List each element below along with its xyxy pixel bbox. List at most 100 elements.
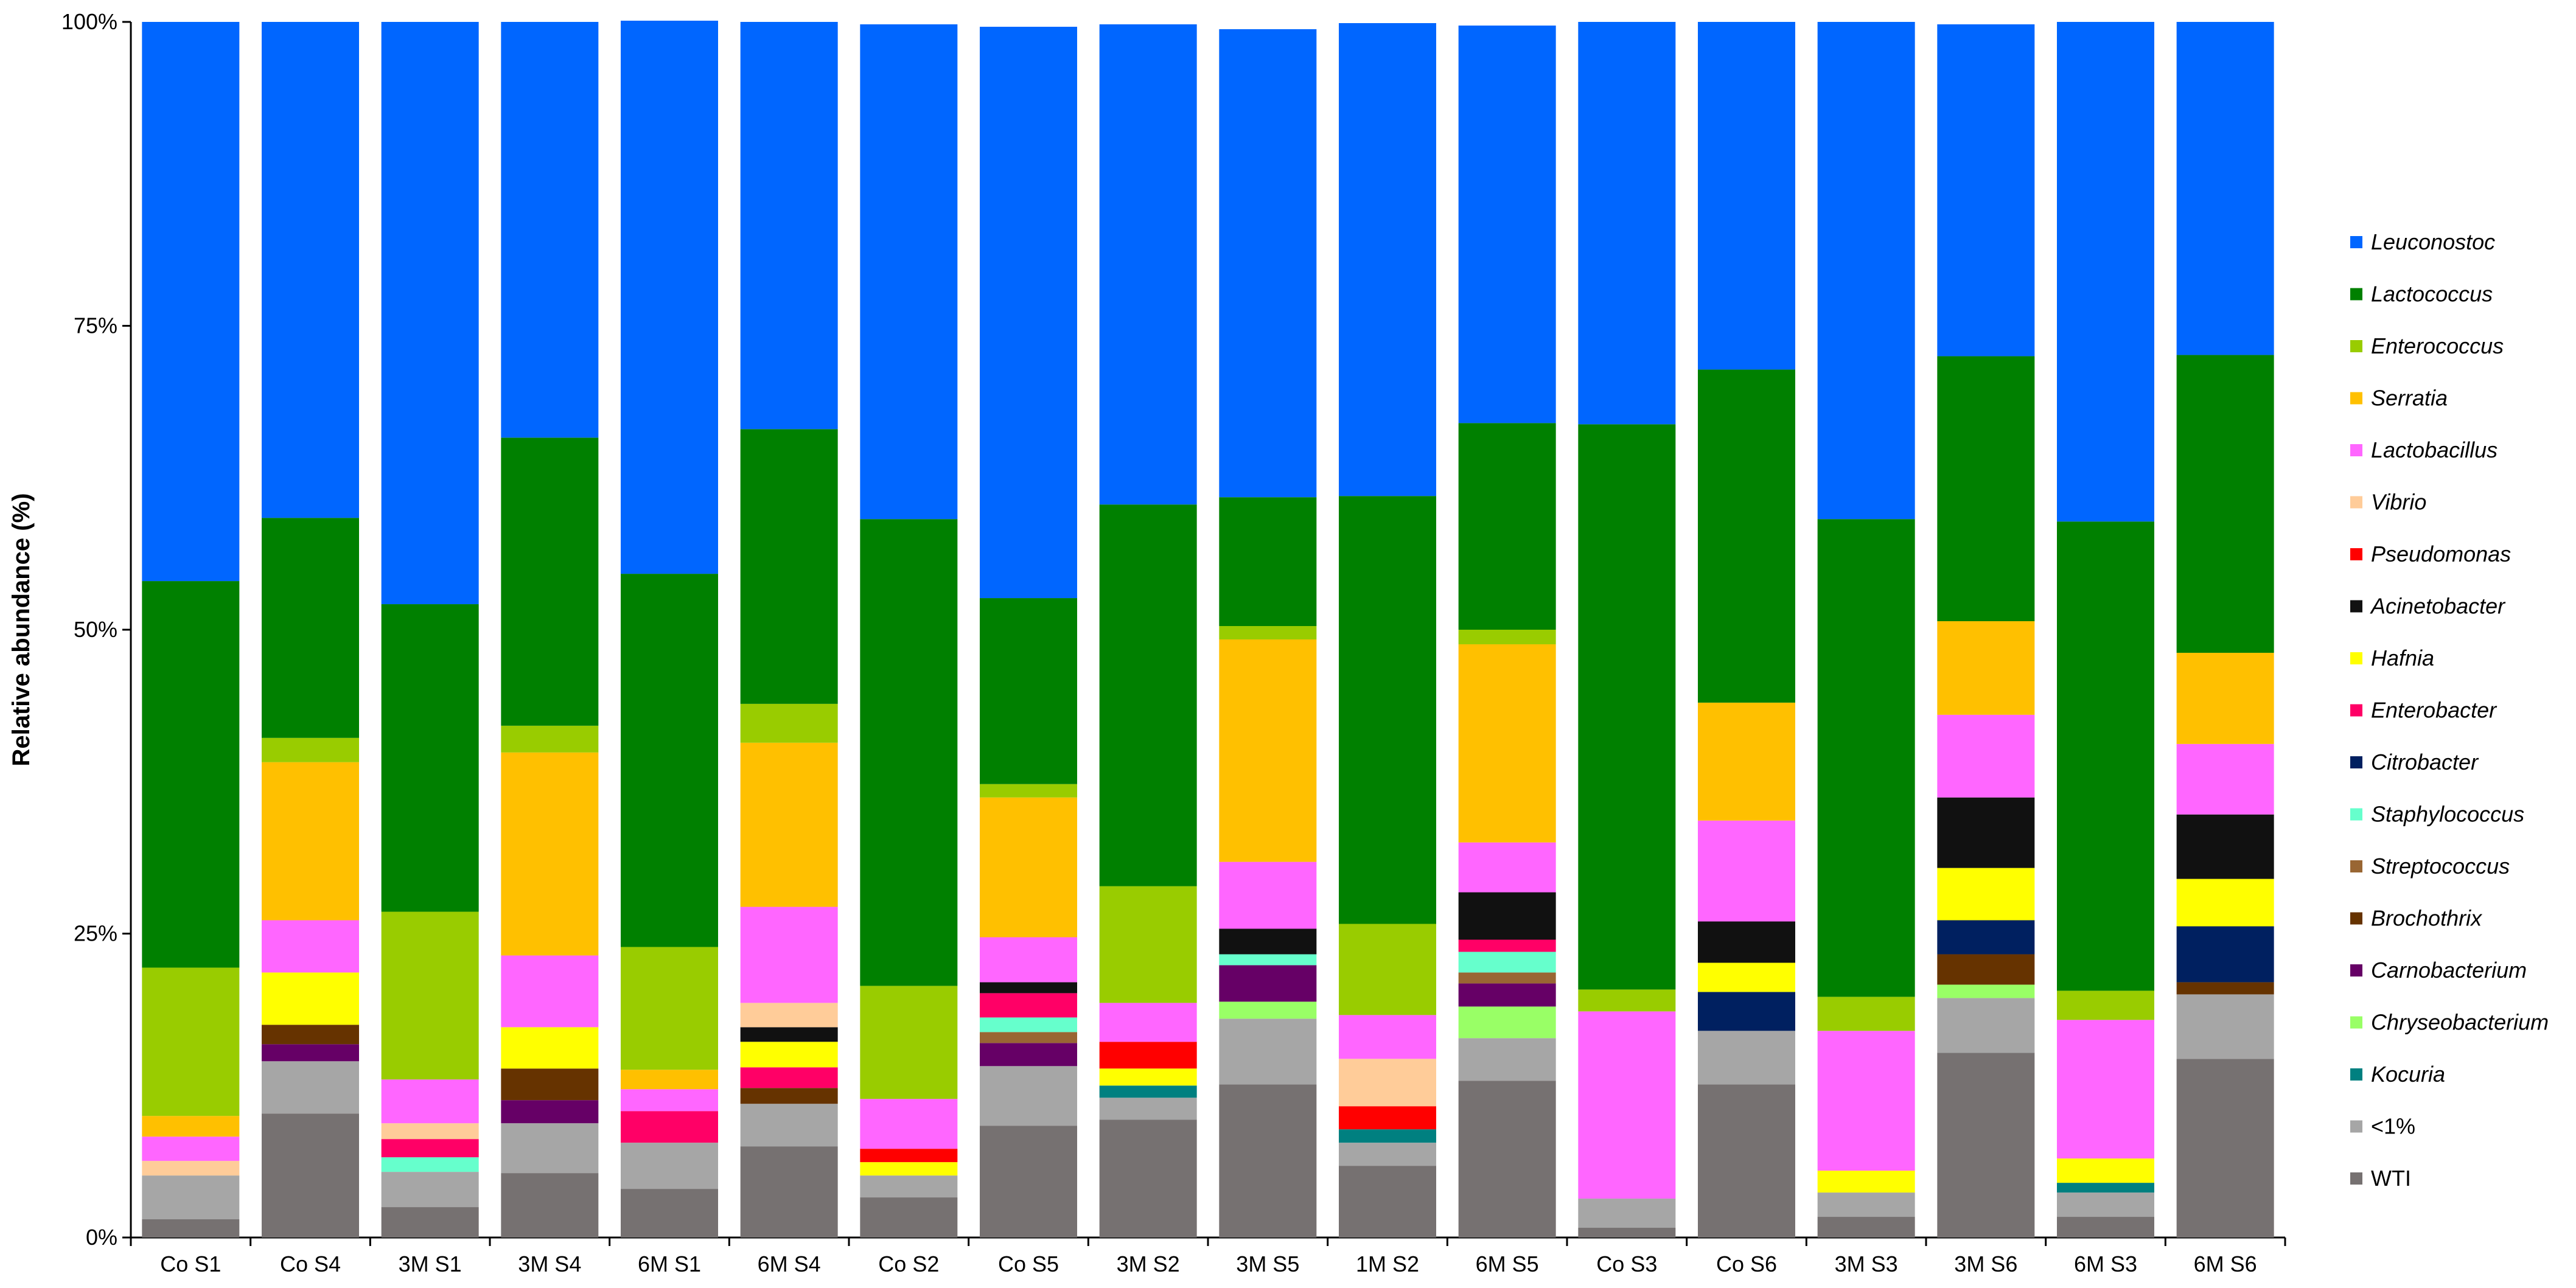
bar-stack: [980, 26, 1077, 1238]
legend-swatch: [2350, 756, 2362, 768]
bar-segment: [142, 22, 240, 582]
x-tick-label: 6M S6: [2194, 1251, 2257, 1276]
bar-segment: [1219, 1018, 1317, 1085]
bar-segment: [1458, 892, 1556, 940]
bar-segment: [2176, 22, 2274, 355]
bar-segment: [262, 1025, 359, 1045]
legend-label: Hafnia: [2371, 646, 2434, 670]
bar-segment: [142, 1116, 240, 1137]
y-tick-label: 25%: [74, 921, 117, 946]
bar-segment: [1817, 1192, 1915, 1217]
bar-segment: [860, 986, 958, 1099]
bar-segment: [1219, 626, 1317, 639]
bar-segment: [1099, 1003, 1197, 1042]
bar-segment: [262, 1061, 359, 1114]
bar-segment: [1578, 1199, 1676, 1228]
bar-segment: [1458, 423, 1556, 630]
legend-swatch: [2350, 1068, 2362, 1081]
bar-segment: [381, 22, 479, 605]
bar-segment: [740, 1088, 838, 1104]
legend-entry: Enterococcus: [2350, 333, 2504, 358]
bar-segment: [381, 1157, 479, 1172]
bar-stack: [262, 22, 359, 1238]
legend-entry: Vibrio: [2350, 490, 2426, 515]
bar-stack: [1817, 22, 1915, 1238]
bar-segment: [1698, 1031, 1795, 1085]
legend-entry: Brochothrix: [2350, 906, 2483, 931]
bar-segment: [1698, 963, 1795, 992]
bar-segment: [1219, 1001, 1317, 1019]
bar-segment: [2176, 982, 2274, 995]
legend-label: Streptococcus: [2371, 854, 2510, 879]
bar-stack: [1219, 29, 1317, 1238]
bar-segment: [740, 429, 838, 704]
bar-segment: [1458, 972, 1556, 984]
bar-segment: [2176, 743, 2274, 815]
x-tick-labels: Co S1 Co S4 3M S1 3M S4 6M S1 6M S4 Co S2 Co S5…: [160, 1251, 2257, 1276]
legend-swatch: [2350, 912, 2362, 925]
bar-segment: [501, 752, 599, 956]
bar-segment: [262, 972, 359, 1025]
x-tick-label: 3M S4: [518, 1251, 581, 1276]
bar-segment: [1339, 1143, 1436, 1166]
bar-stack: [1458, 25, 1556, 1238]
legend-swatch: [2350, 288, 2362, 301]
bar-stack: [621, 21, 718, 1238]
bar-segment: [1937, 24, 2035, 357]
legend-label: Staphylococcus: [2371, 802, 2524, 827]
bar-segment: [1698, 702, 1795, 821]
x-tick-label: Co S5: [998, 1251, 1059, 1276]
bar-segment: [1219, 862, 1317, 929]
legend-swatch: [2350, 808, 2362, 821]
axes: [122, 21, 2286, 1246]
bar-segment: [1698, 1084, 1795, 1238]
bar-segment: [740, 742, 838, 907]
legend-entry: Carnobacterium: [2350, 958, 2527, 983]
bar-segment: [1458, 842, 1556, 893]
bar-segment: [980, 1017, 1077, 1032]
bar-segment: [740, 22, 838, 430]
bar-segment: [381, 1172, 479, 1208]
legend-swatch: [2350, 704, 2362, 717]
x-tick-label: 6M S5: [1476, 1251, 1539, 1276]
bar-segment: [980, 982, 1077, 994]
bar-segment: [2057, 1192, 2154, 1217]
bar-segment: [980, 26, 1077, 599]
legend-label: Acinetobacter: [2370, 594, 2506, 619]
bars: [142, 21, 2274, 1238]
legend-swatch: [2350, 444, 2362, 456]
y-tick-label: 100%: [61, 9, 117, 34]
legend-swatch: [2350, 548, 2362, 560]
legend-label: Pseudomonas: [2371, 541, 2511, 566]
legend: Leuconostoc Lactococcus Enterococcus Serrat…: [2350, 229, 2549, 1191]
bar-segment: [381, 1207, 479, 1238]
x-tick-label: Co S6: [1716, 1251, 1777, 1276]
bar-segment: [2176, 355, 2274, 653]
bar-segment: [381, 1139, 479, 1158]
bar-segment: [501, 1068, 599, 1101]
legend-swatch: [2350, 236, 2362, 248]
bar-segment: [381, 1079, 479, 1124]
x-tick-label: 6M S4: [758, 1251, 821, 1276]
bar-segment: [980, 1066, 1077, 1126]
y-tick-labels: 0% 25% 50% 75% 100%: [61, 9, 117, 1250]
bar-segment: [1937, 797, 2035, 868]
bar-segment: [501, 1123, 599, 1174]
bar-segment: [980, 937, 1077, 983]
bar-stack: [860, 24, 958, 1238]
bar-segment: [1458, 1081, 1556, 1238]
bar-segment: [1937, 868, 2035, 921]
bar-segment: [621, 574, 718, 947]
legend-label: Citrobacter: [2371, 750, 2479, 775]
bar-stack: [1099, 24, 1197, 1238]
legend-entry: Pseudomonas: [2350, 541, 2511, 566]
legend-entry: Lactobacillus: [2350, 437, 2497, 462]
bar-stack: [740, 22, 838, 1238]
bar-segment: [860, 1175, 958, 1198]
bar-segment: [860, 1149, 958, 1163]
legend-entry: Citrobacter: [2350, 750, 2479, 775]
legend-swatch: [2350, 1016, 2362, 1029]
bar-segment: [860, 1162, 958, 1176]
legend-label: Vibrio: [2371, 490, 2426, 515]
bar-segment: [860, 24, 958, 520]
